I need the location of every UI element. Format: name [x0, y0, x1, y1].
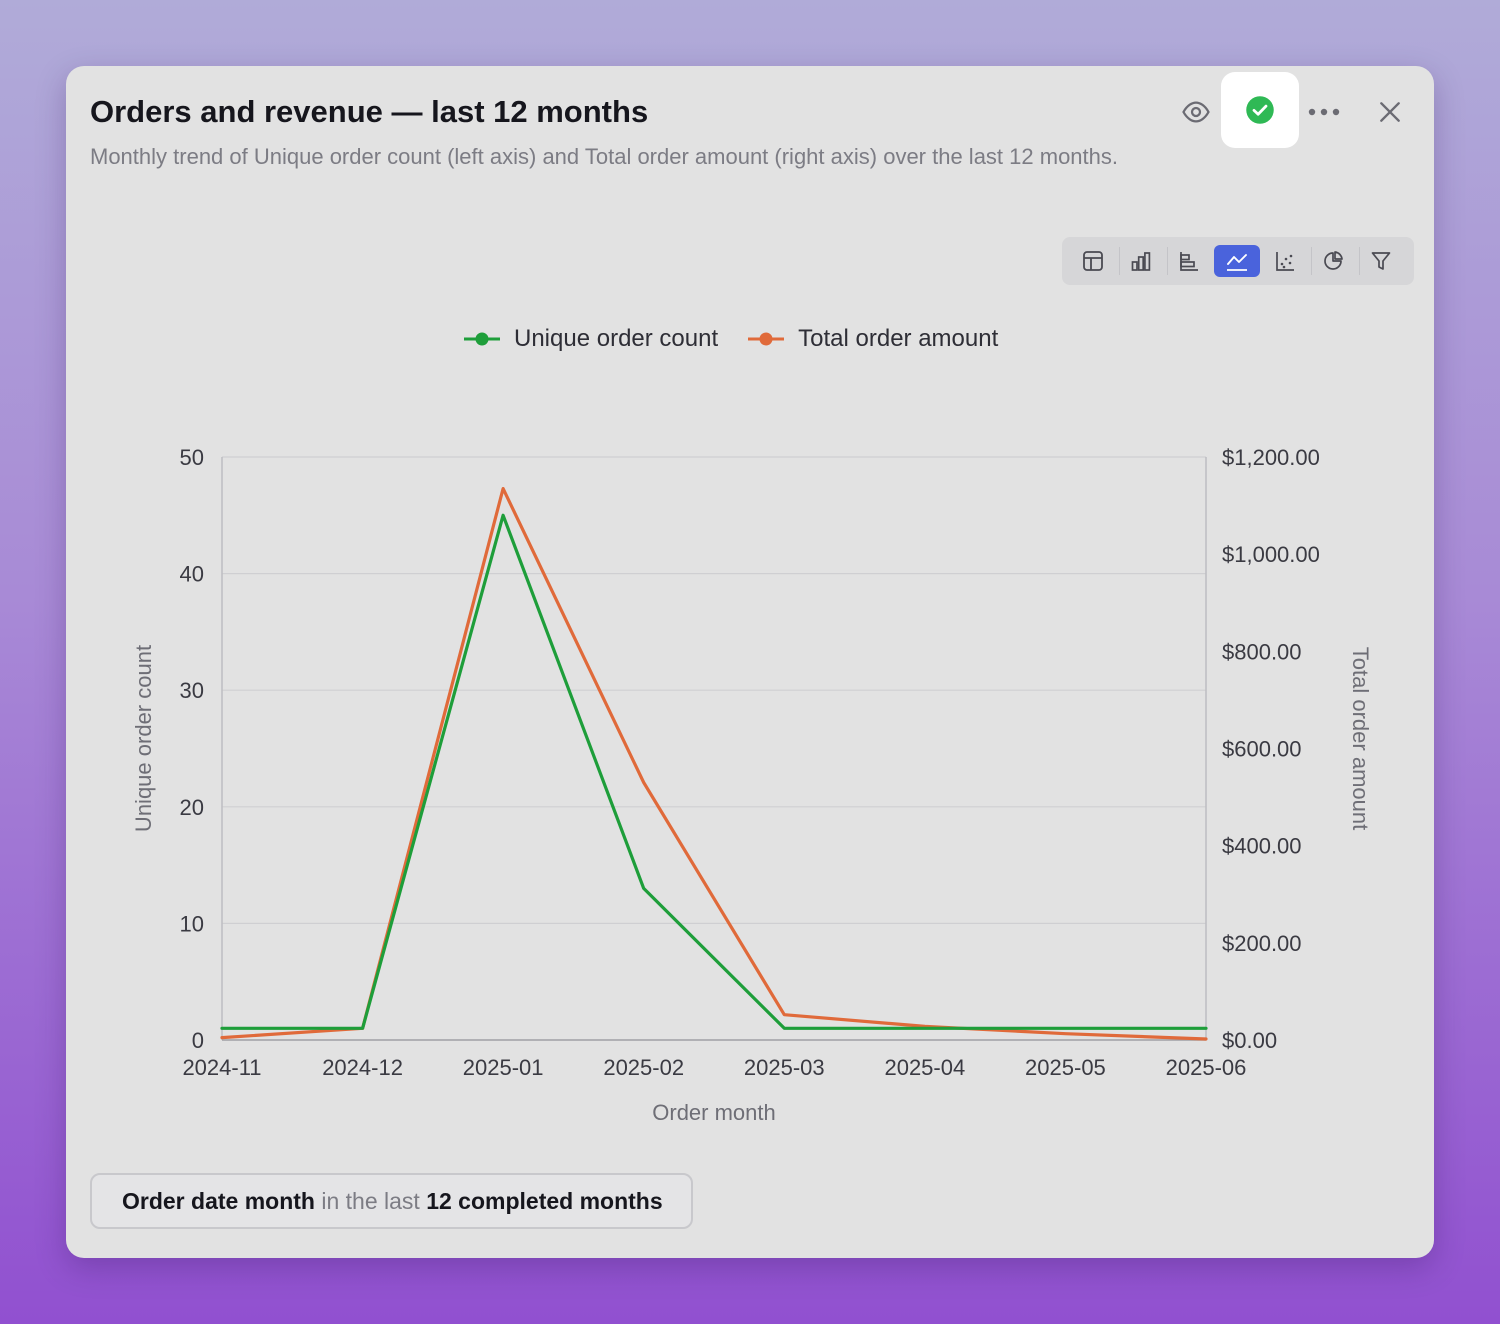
legend-item-total-order-amount[interactable]: Total order amount	[748, 325, 998, 353]
filter-pill[interactable]: Order date month in the last 12 complete…	[90, 1173, 693, 1229]
y-axis-right-title: Total order amount	[1348, 647, 1373, 830]
more-options-button[interactable]	[1302, 92, 1346, 132]
y-right-tick-label: $0.00	[1222, 1028, 1277, 1053]
legend-item-unique-order-count[interactable]: Unique order count	[464, 325, 718, 353]
eye-icon	[1182, 101, 1210, 123]
y-left-tick-label: 0	[192, 1028, 204, 1053]
legend-swatch-unique-order-count	[464, 332, 500, 346]
card-description: Monthly trend of Unique order count (lef…	[90, 144, 1118, 169]
legend-label: Total order amount	[798, 325, 999, 352]
card-title: Orders and revenue — last 12 months	[90, 94, 649, 129]
legend-label: Unique order count	[514, 325, 719, 352]
filter-value: 12 completed months	[426, 1187, 663, 1214]
table-view-button[interactable]	[1070, 245, 1116, 277]
x-tick-label: 2025-05	[1025, 1055, 1106, 1080]
y-left-tick-label: 40	[180, 562, 204, 587]
horizontal-bar-icon	[1180, 252, 1198, 271]
x-tick-label: 2025-01	[463, 1055, 544, 1080]
y-right-tick-label: $1,000.00	[1222, 542, 1320, 567]
x-tick-label: 2025-02	[603, 1055, 684, 1080]
bar-chart-icon	[1131, 252, 1151, 271]
check-circle-icon	[1246, 96, 1274, 124]
question-card: Orders and revenue — last 12 months Mont…	[66, 66, 1434, 1258]
scatter-chart-button[interactable]	[1262, 245, 1308, 277]
toolbar-divider	[1359, 247, 1360, 275]
y-right-tick-label: $1,200.00	[1222, 445, 1320, 470]
verified-button[interactable]	[1221, 72, 1299, 148]
y-left-tick-label: 30	[180, 678, 204, 703]
toolbar-divider	[1167, 247, 1168, 275]
series-line-unique-order-count	[220, 513, 1208, 1030]
visualization-toolbar	[1062, 237, 1414, 285]
x-tick-label: 2025-04	[884, 1055, 965, 1080]
more-horizontal-icon	[1308, 108, 1340, 116]
filter-field: Order date month	[122, 1187, 315, 1214]
pie-chart-button[interactable]	[1310, 245, 1356, 277]
line-chart-button[interactable]	[1214, 245, 1260, 277]
y-left-tick-label: 20	[180, 795, 204, 820]
chart-legend: Unique order count Total order amount	[464, 324, 1028, 354]
y-right-tick-label: $800.00	[1222, 639, 1302, 664]
x-tick-label: 2024-11	[182, 1055, 261, 1080]
x-tick-label: 2024-12	[322, 1055, 403, 1080]
filter-button[interactable]	[1358, 245, 1404, 277]
y-left-tick-label: 50	[180, 445, 204, 470]
filter-icon	[1371, 252, 1391, 270]
y-left-tick-label: 10	[180, 911, 204, 936]
bar-chart-button[interactable]	[1118, 245, 1164, 277]
toolbar-divider	[1119, 247, 1120, 275]
filter-operator: in the last	[314, 1187, 427, 1214]
pie-chart-icon	[1324, 251, 1343, 270]
line-chart-icon	[1227, 254, 1247, 271]
x-tick-label: 2025-06	[1166, 1055, 1247, 1080]
line-chart: 0 10 20 30 40 50 $0.00 $200.00 $400.00 $600.00 $80…	[131, 445, 1373, 1125]
legend-swatch-total-order-amount	[748, 332, 785, 346]
toolbar-divider	[1311, 247, 1312, 275]
y-right-tick-label: $400.00	[1222, 834, 1302, 859]
close-icon	[1380, 102, 1400, 122]
scatter-icon	[1276, 252, 1294, 271]
preview-button[interactable]	[1176, 92, 1216, 132]
y-axis-left-title: Unique order count	[131, 645, 156, 832]
y-right-tick-label: $600.00	[1222, 737, 1302, 762]
horizontal-bar-chart-button[interactable]	[1166, 245, 1212, 277]
x-axis-title: Order month	[652, 1100, 776, 1125]
x-tick-label: 2025-03	[744, 1055, 825, 1080]
table-icon	[1083, 251, 1103, 271]
y-right-tick-label: $200.00	[1222, 931, 1302, 956]
close-button[interactable]	[1370, 92, 1410, 132]
